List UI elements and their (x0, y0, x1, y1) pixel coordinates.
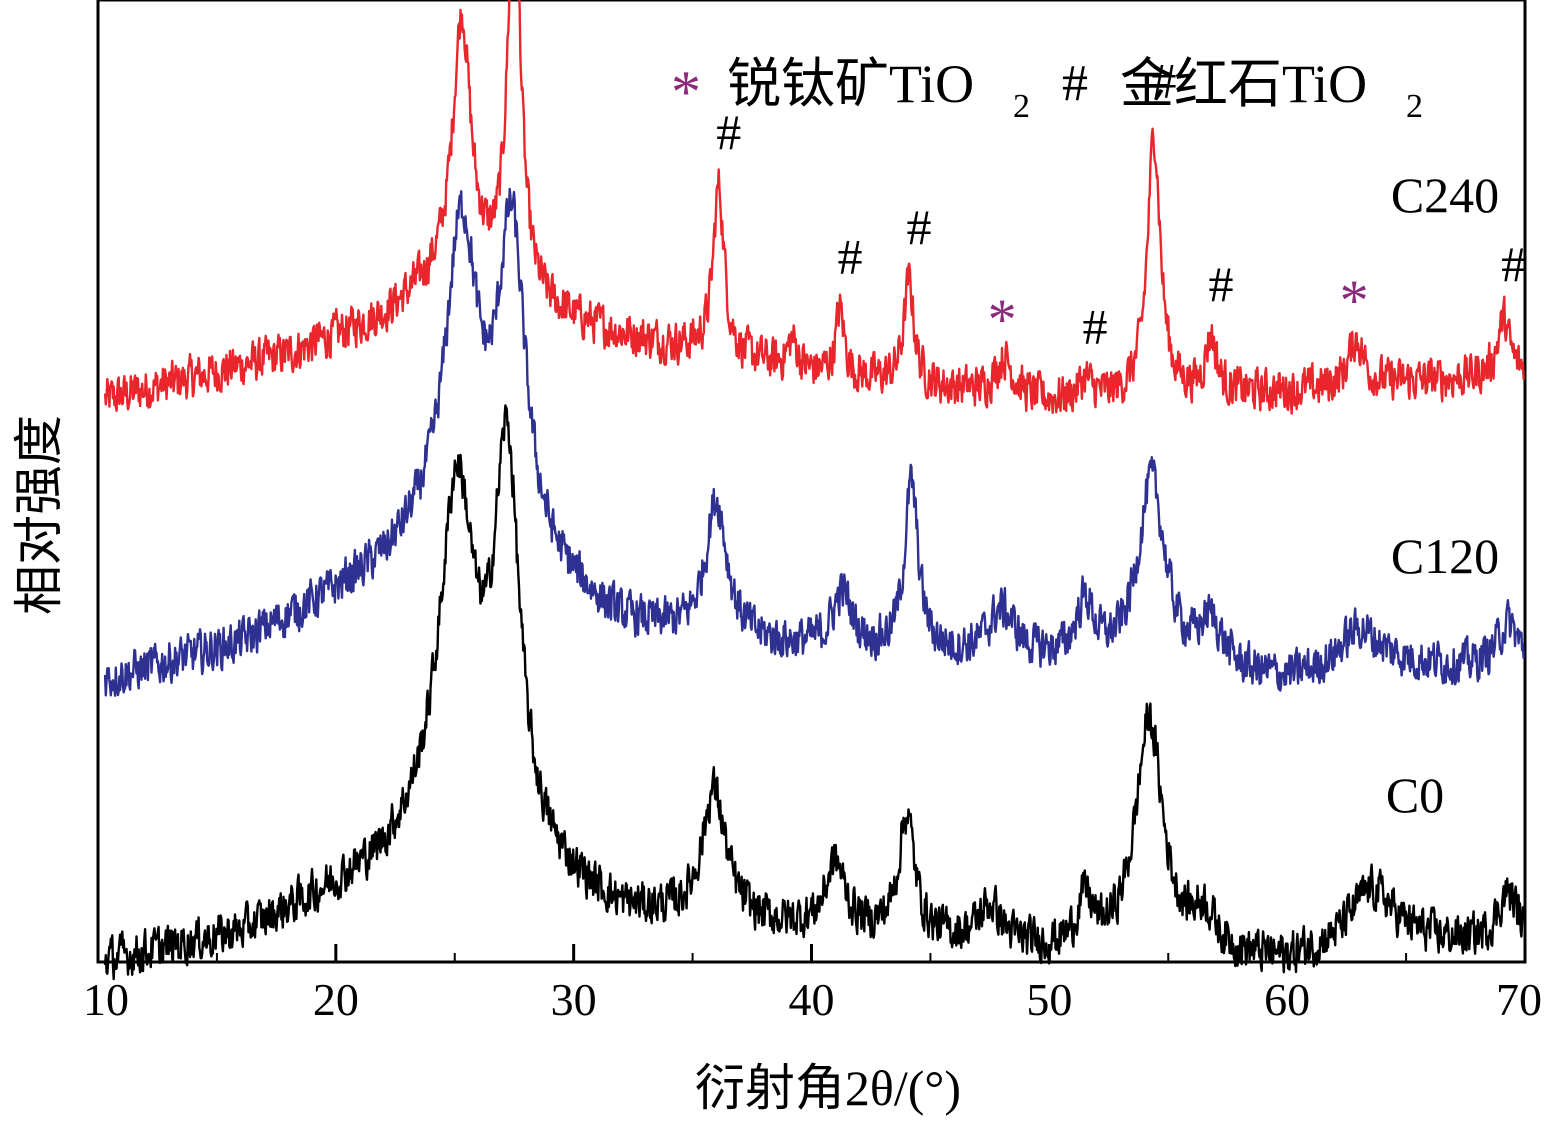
rutile-peak-marker: # (1151, 53, 1176, 109)
series-line-c120 (103, 187, 1525, 697)
legend-label-rutile: 金红石TiO (1120, 54, 1367, 114)
series-label-c0: C0 (1386, 767, 1444, 823)
anatase-peak-marker: * (445, 0, 474, 15)
x-tick-label: 20 (313, 974, 359, 1025)
x-tick-label: 30 (551, 974, 597, 1025)
anatase-peak-marker: * (1340, 268, 1369, 333)
legend-label-anatase: 锐钛矿TiO (727, 54, 974, 114)
rutile-peak-marker: # (1209, 256, 1234, 312)
x-tick-label: 50 (1026, 974, 1072, 1025)
rutile-peak-marker: # (838, 228, 863, 284)
x-axis: 10 20 30 40 50 60 70 (83, 944, 1542, 1025)
legend-subscript-anatase: 2 (1013, 88, 1030, 125)
legend-symbol-anatase: * (671, 59, 701, 125)
x-axis-title: 衍射角2θ/(°) (695, 1060, 961, 1116)
series-label-c120: C120 (1391, 528, 1499, 584)
y-axis-title: 相对强度 (11, 415, 67, 615)
series-label-layer: C240 C120 C0 (1386, 167, 1499, 823)
x-tick-label: 70 (1496, 974, 1542, 1025)
legend-subscript-rutile: 2 (1406, 88, 1423, 125)
series-line-c0 (103, 404, 1525, 981)
x-tick-label: 10 (83, 974, 129, 1025)
legend: * 锐钛矿TiO 2 # 金红石TiO 2 (671, 54, 1423, 125)
series-label-c240: C240 (1391, 167, 1499, 223)
rutile-peak-marker: # (907, 199, 932, 255)
x-tick-label: 60 (1264, 974, 1310, 1025)
rutile-peak-marker: # (716, 104, 741, 160)
series-line-c240 (103, 0, 1525, 415)
peak-marker-layer: * # # # # * # # # * # (445, 0, 1526, 354)
anatase-peak-marker: * (988, 287, 1017, 352)
legend-symbol-rutile: # (1062, 55, 1088, 112)
plot-frame (96, 0, 1527, 964)
rutile-peak-marker: # (1083, 298, 1108, 354)
rutile-peak-marker: # (1501, 236, 1526, 292)
x-tick-label: 40 (789, 974, 835, 1025)
series-layer (103, 0, 1525, 981)
